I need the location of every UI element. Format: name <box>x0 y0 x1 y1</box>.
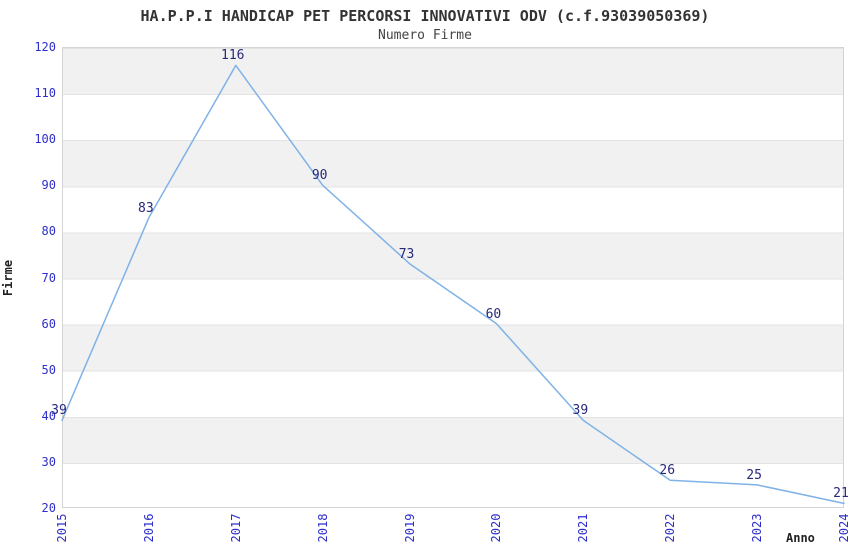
series-line <box>61 64 845 505</box>
series-svg <box>61 64 845 505</box>
y-tick-label: 40 <box>41 408 56 423</box>
point-label: 60 <box>485 306 502 322</box>
y-tick-label: 110 <box>34 86 56 101</box>
point-label: 116 <box>221 48 245 64</box>
point-label: 25 <box>746 467 762 483</box>
point-label: 39 <box>51 403 67 419</box>
x-tick-label: 2018 <box>315 513 330 543</box>
x-tick-label: 2017 <box>228 513 243 543</box>
x-tick-label: 2023 <box>750 513 765 543</box>
x-tick-label: 2020 <box>489 513 504 543</box>
y-tick-label: 20 <box>41 501 56 515</box>
x-tick-label: 2019 <box>402 513 417 543</box>
point-label: 83 <box>138 200 154 216</box>
x-tick-label: 2015 <box>55 513 69 543</box>
point-label: 26 <box>659 463 676 479</box>
x-tick-label: 2016 <box>141 513 156 543</box>
y-tick-label: 90 <box>41 178 56 193</box>
y-tick-label: 80 <box>41 224 56 239</box>
y-tick-label: 60 <box>41 316 56 331</box>
point-label: 90 <box>311 168 328 184</box>
chart-title: HA.P.P.I HANDICAP PET PERCORSI INNOVATIV… <box>140 7 710 25</box>
point-label: 21 <box>833 486 849 502</box>
y-axis-title: Firme <box>1 259 15 297</box>
y-tick-label: 30 <box>41 454 56 469</box>
y-tick-label: 50 <box>41 362 56 377</box>
y-tick-label: 70 <box>41 270 56 285</box>
x-axis-title: Anno <box>786 531 815 545</box>
plot-area <box>62 47 844 508</box>
x-tick-label: 2021 <box>576 513 591 543</box>
x-tick-label: 2022 <box>663 513 678 543</box>
y-tick-label: 120 <box>34 40 56 54</box>
point-label: 39 <box>572 403 589 419</box>
point-label: 73 <box>398 246 415 262</box>
x-tick-label: 2024 <box>837 513 850 543</box>
y-tick-label: 100 <box>34 132 56 147</box>
chart-subtitle: Numero Firme <box>378 28 472 43</box>
